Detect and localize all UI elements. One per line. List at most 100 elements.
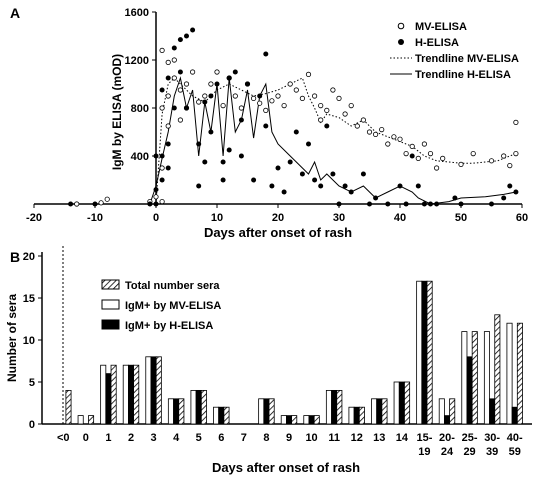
total-sera-bar	[358, 406, 365, 425]
x-tick-label: 50	[455, 212, 467, 224]
x-tick-label: 3	[151, 432, 157, 444]
mv-elisa-bar	[506, 322, 513, 425]
x-tick-label: <0	[57, 432, 70, 444]
mv-elisa-point	[104, 196, 110, 202]
h-elisa-point	[421, 201, 427, 207]
mv-elisa-point	[415, 155, 421, 161]
mv-elisa-point	[159, 165, 165, 171]
mv-elisa-point	[513, 119, 519, 126]
h-elisa-bar	[173, 398, 180, 425]
mv-elisa-point	[372, 131, 379, 137]
h-elisa-point	[507, 183, 513, 189]
y-tick-label: 10	[23, 335, 35, 347]
mv-elisa-bar	[213, 406, 220, 425]
h-elisa-point	[306, 141, 311, 147]
h-elisa-point	[190, 27, 196, 33]
trendline-h-elisa	[149, 76, 516, 205]
h-elisa-point	[159, 153, 165, 159]
x-tick-label: 0	[153, 212, 159, 224]
h-elisa-point	[92, 201, 98, 207]
h-elisa-point	[202, 159, 208, 165]
y-tick-label: 1200	[125, 55, 149, 67]
total-sera-bar	[381, 398, 388, 425]
mv-elisa-point	[257, 100, 263, 106]
h-elisa-point	[226, 75, 232, 81]
panel-b-y-label: Number of sera	[5, 294, 19, 382]
h-elisa-point	[434, 201, 440, 207]
mv-elisa-point	[263, 107, 269, 114]
mv-elisa-bar	[280, 415, 287, 425]
mv-elisa-point	[220, 103, 226, 109]
h-elisa-point	[513, 189, 519, 195]
y-tick-label: 5	[29, 377, 35, 389]
h-elisa-point	[263, 123, 269, 129]
mv-elisa-point	[159, 105, 165, 111]
h-elisa-point	[452, 195, 458, 201]
h-elisa-point	[177, 37, 183, 43]
mv-elisa-bar	[416, 280, 423, 425]
mv-elisa-bar	[303, 415, 310, 425]
mv-elisa-point	[159, 47, 165, 54]
mv-elisa-point	[171, 75, 177, 81]
x-tick-label: 12	[351, 432, 363, 444]
x-tick-label: 2	[128, 432, 134, 444]
x-tick-label: 30-39	[484, 432, 500, 458]
mv-elisa-bar	[190, 389, 197, 425]
total-sera-bar	[88, 415, 95, 425]
mv-elisa-point	[190, 69, 196, 75]
h-elisa-bar	[105, 373, 112, 425]
h-elisa-point	[165, 75, 171, 81]
h-elisa-point	[403, 201, 409, 207]
legend-h-bar-label: IgM+ by H-ELISA	[125, 320, 213, 332]
mv-elisa-point	[318, 103, 324, 109]
panel-b-x-ticks: <0 0 1 2 3 4 5 6 7 8 9 10 11 12 13 14 15-1920-2425-2930-…	[57, 432, 523, 458]
h-elisa-point	[269, 183, 275, 189]
mv-elisa-point	[324, 107, 330, 114]
x-tick-label: 6	[218, 432, 224, 444]
x-tick-label: 0	[83, 432, 89, 444]
mv-elisa-point	[232, 93, 238, 99]
x-tick-label: -20	[26, 212, 42, 224]
mv-elisa-point	[409, 143, 415, 149]
mv-elisa-bar	[77, 415, 84, 425]
legend-h-swatch	[101, 319, 120, 330]
h-elisa-point	[428, 201, 433, 207]
mv-elisa-point	[379, 127, 385, 133]
panel-a-x-label: Days after onset of rash	[204, 225, 352, 240]
mv-elisa-point	[275, 93, 281, 99]
h-elisa-point	[324, 123, 330, 129]
panel-b-x-label: Days after onset of rash	[212, 460, 360, 475]
mv-elisa-point	[360, 117, 366, 123]
mv-elisa-point	[251, 95, 257, 102]
y-tick-label: 1600	[125, 7, 149, 19]
mv-elisa-point	[153, 194, 159, 200]
x-tick-label: 10	[211, 212, 223, 224]
mv-elisa-bar	[258, 398, 265, 425]
h-elisa-point	[415, 183, 421, 189]
h-elisa-point	[385, 201, 391, 207]
h-elisa-bar	[218, 406, 225, 425]
h-elisa-point	[299, 171, 305, 177]
y-tick-label: 400	[131, 151, 149, 163]
panel-a-points	[68, 27, 519, 207]
total-sera-bar	[178, 398, 185, 425]
mv-elisa-bar	[167, 398, 174, 425]
x-tick-label: 40	[394, 212, 406, 224]
panel-b-bars	[65, 280, 523, 425]
mv-elisa-point	[403, 151, 409, 157]
h-elisa-bar	[150, 356, 157, 425]
total-sera-bar	[155, 356, 162, 425]
x-tick-label: 1	[105, 432, 111, 444]
mv-elisa-point	[165, 59, 171, 66]
h-elisa-point	[171, 45, 177, 51]
total-sera-bar	[110, 364, 117, 425]
h-elisa-bar	[263, 398, 270, 425]
panel-a-y-label: IgM by ELISA (mOD)	[110, 54, 124, 170]
mv-elisa-bar	[100, 364, 107, 425]
mv-elisa-point	[74, 201, 80, 207]
x-tick-label: 7	[241, 432, 247, 444]
panel-a-y-ticks: 400 800 1200 1600	[125, 7, 156, 163]
total-sera-bar	[471, 331, 478, 425]
legend-mv-bar-label: IgM+ by MV-ELISA	[125, 300, 221, 312]
mv-elisa-point	[171, 57, 177, 63]
